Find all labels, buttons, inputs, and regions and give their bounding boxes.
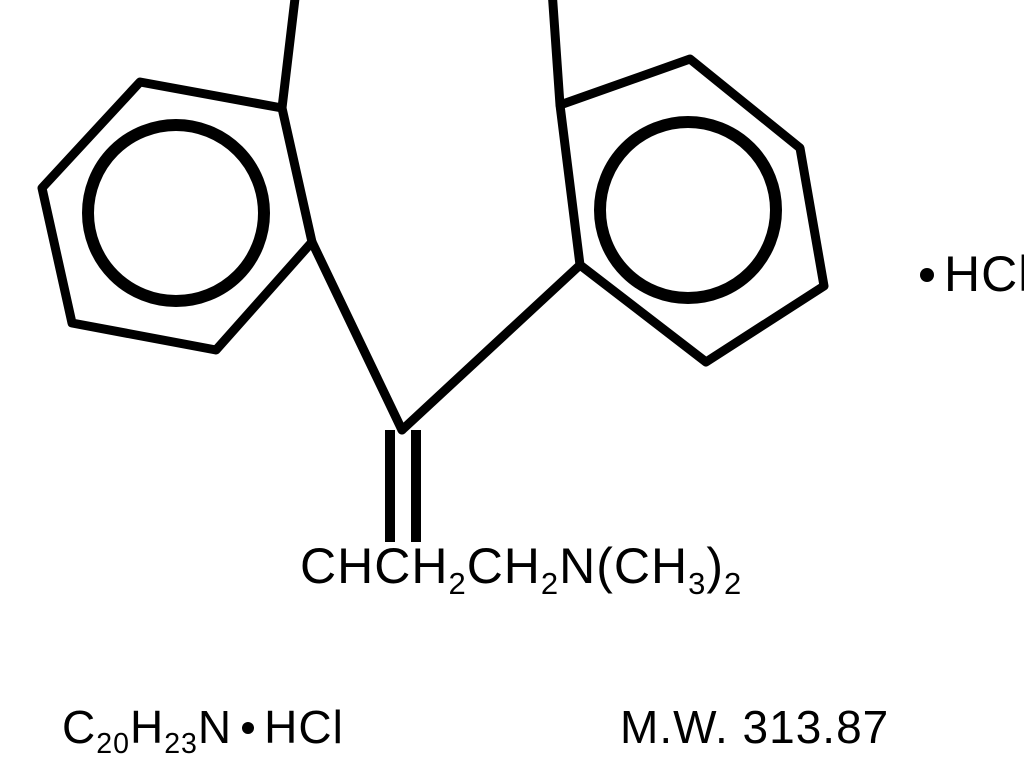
bridge-left-up (282, 0, 296, 108)
molecular-formula: C20H23N HCl (62, 700, 344, 754)
salt-hcl-label: HCl (910, 245, 1024, 303)
structure-svg (0, 0, 1024, 768)
central-left-bond (312, 242, 402, 430)
left-aromatic-circle (88, 125, 264, 301)
molecular-weight: M.W. 313.87 (620, 700, 889, 754)
formula-hcl: HCl (264, 701, 344, 753)
central-right-bond (402, 265, 580, 430)
hcl-text: HCl (944, 246, 1024, 302)
sidechain-formula: CHCH2CH2N(CH3)2 (300, 537, 742, 595)
mw-text: M.W. 313.87 (620, 701, 889, 753)
bullet-dot-icon (920, 268, 934, 282)
sidechain-text: CHCH2CH2N(CH3)2 (300, 538, 742, 594)
right-aromatic-circle (600, 122, 776, 298)
bullet-dot-icon (242, 722, 254, 734)
formula-text: C20H23N (62, 701, 232, 753)
chemical-structure-diagram: CHCH2CH2N(CH3)2 HCl C20H23N HCl M.W. 313.… (0, 0, 1024, 768)
bridge-right-up (552, 0, 560, 105)
